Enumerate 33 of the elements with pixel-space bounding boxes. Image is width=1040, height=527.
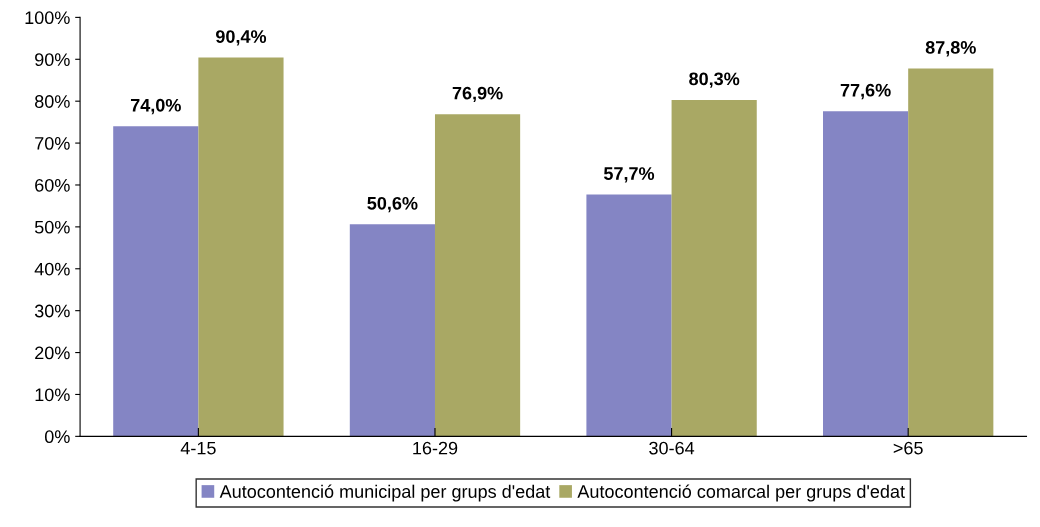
bar (671, 99, 757, 437)
y-tick-label: 80% (35, 95, 70, 108)
y-tick-label: 0% (44, 430, 70, 444)
x-tick-label: 16-29 (413, 441, 458, 455)
bar (908, 68, 994, 437)
legend-label: Autocontenció municipal per grups d'edat (219, 484, 551, 502)
data-label: 57,7% (603, 167, 655, 183)
y-tick-label: 60% (35, 178, 70, 192)
x-tick-label: 4-15 (180, 441, 216, 455)
y-tick-label: 20% (35, 346, 70, 360)
y-tick-label: 40% (34, 262, 70, 276)
y-tick-label: 90% (35, 53, 70, 67)
data-label: 90,4% (216, 30, 267, 46)
legend-label: Autocontenció comarcal per grups d'edat (577, 484, 905, 502)
y-tick-label: 30% (34, 304, 70, 318)
bar (586, 194, 672, 437)
x-tick-label: >65 (893, 441, 923, 455)
x-tick-label: 30-64 (649, 441, 695, 455)
data-label: 74,0% (130, 98, 181, 115)
data-label: 50,6% (367, 196, 418, 213)
bar (434, 114, 521, 437)
data-label: 80,3% (689, 72, 740, 88)
y-tick-label: 10% (35, 388, 70, 402)
bar (113, 126, 199, 437)
bar (823, 111, 909, 437)
bar (349, 224, 435, 437)
bar (198, 57, 284, 437)
data-label: 87,8% (925, 41, 976, 57)
y-tick-label: 70% (35, 137, 70, 150)
y-tick-label: 100% (25, 11, 70, 25)
data-label: 77,6% (840, 83, 891, 100)
data-label: 76,9% (452, 86, 503, 103)
y-tick-label: 50% (34, 220, 70, 234)
